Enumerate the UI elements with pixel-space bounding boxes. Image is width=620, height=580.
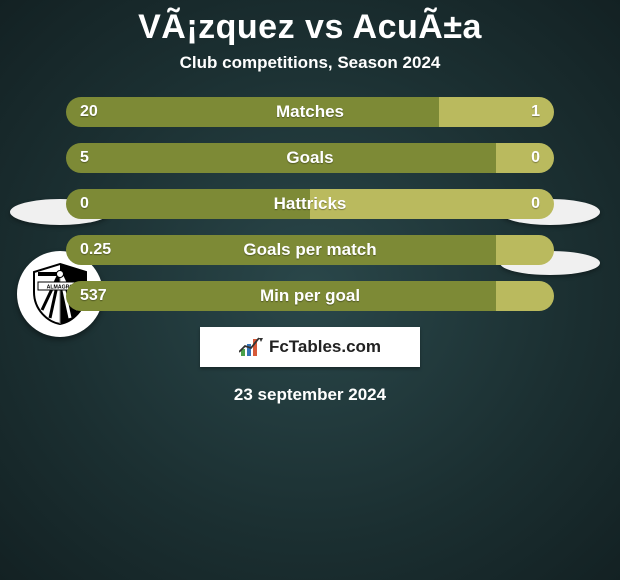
stat-label: Goals per match [66, 235, 554, 265]
stats-table: 201Matches 50Goals 00Hattricks 0.25Goals pe… [66, 97, 554, 311]
fctables-label: FcTables.com [269, 337, 381, 357]
stat-row: 50Goals [66, 143, 554, 173]
fctables-watermark: FcTables.com [200, 327, 420, 367]
stat-label: Hattricks [66, 189, 554, 219]
page-title: VÃ¡zquez vs AcuÃ±a [0, 0, 620, 47]
stat-row: 00Hattricks [66, 189, 554, 219]
stat-row: 0.25Goals per match [66, 235, 554, 265]
stat-label: Goals [66, 143, 554, 173]
stat-row: 537Min per goal [66, 281, 554, 311]
stat-label: Min per goal [66, 281, 554, 311]
generation-date: 23 september 2024 [0, 385, 620, 405]
comparison-infographic: VÃ¡zquez vs AcuÃ±a Club competitions, Se… [0, 0, 620, 580]
bar-chart-icon [239, 336, 263, 358]
stat-row: 201Matches [66, 97, 554, 127]
stat-label: Matches [66, 97, 554, 127]
subtitle: Club competitions, Season 2024 [0, 53, 620, 73]
